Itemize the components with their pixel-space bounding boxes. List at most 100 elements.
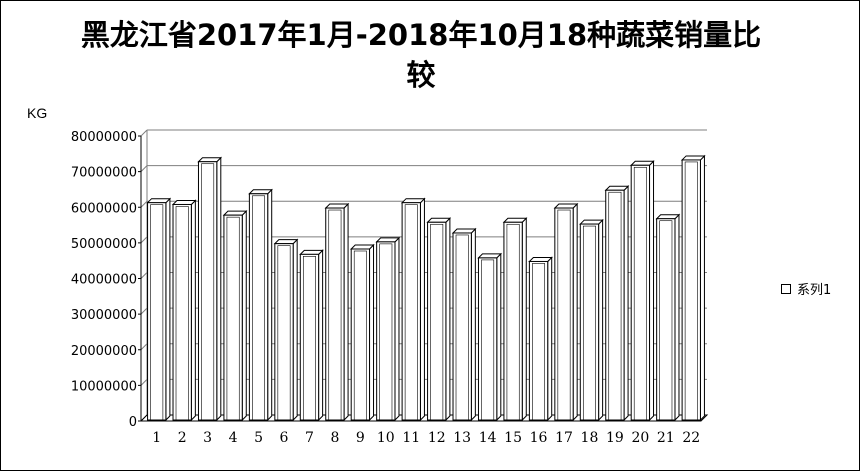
bar-top	[299, 249, 324, 255]
legend: 系列1	[781, 279, 831, 298]
bar-inner	[328, 209, 342, 421]
bar-top	[451, 228, 477, 234]
bar-inner	[404, 204, 418, 421]
bar-top	[146, 198, 172, 204]
bar-side	[318, 249, 324, 422]
bar-inner	[226, 216, 240, 421]
bar-side	[572, 202, 578, 422]
bar-top	[400, 198, 426, 204]
y-tick-label: 20000000	[71, 344, 137, 359]
bar-side	[699, 154, 705, 422]
x-tick-label: 5	[254, 430, 263, 446]
bar-inner	[532, 263, 546, 421]
bar-top	[579, 219, 604, 225]
bar-top	[502, 217, 528, 223]
bar-inner	[506, 223, 520, 421]
y-tick-label: 60000000	[71, 201, 137, 216]
bar-side	[598, 218, 604, 422]
bar-inner	[608, 191, 622, 421]
bar-side	[547, 256, 553, 422]
x-tick-label: 15	[504, 430, 522, 446]
bar-side	[165, 197, 171, 422]
y-tick-label: 40000000	[71, 273, 137, 288]
bar-side	[445, 217, 451, 422]
bar-top	[222, 210, 248, 216]
bar-side	[343, 202, 349, 422]
bar-top	[349, 244, 375, 250]
y-axis-label: KG	[27, 105, 48, 121]
bar-inner	[175, 206, 189, 421]
bar-inner	[150, 204, 164, 421]
bar-inner	[633, 166, 647, 421]
gridline-side	[140, 129, 148, 137]
bar-side	[241, 209, 247, 422]
bar-side	[267, 188, 273, 422]
bar-top	[324, 203, 350, 209]
bar-side	[623, 185, 629, 422]
x-tick-label: 7	[305, 430, 314, 446]
gridline-side	[140, 307, 148, 315]
gridline-side	[140, 272, 148, 279]
x-tick-label: 18	[581, 430, 599, 446]
bar-top	[528, 256, 553, 262]
bar-top	[273, 239, 299, 245]
x-tick-label: 19	[606, 430, 624, 446]
bar-inner	[430, 223, 444, 421]
bar-top	[477, 253, 503, 259]
x-tick-label: 12	[428, 430, 446, 446]
bar-side	[521, 217, 527, 422]
bar-top	[426, 217, 452, 223]
bar-top	[655, 214, 681, 220]
y-tick-label: 50000000	[71, 237, 137, 252]
bar-top	[375, 237, 401, 243]
bar-top	[248, 189, 273, 195]
bar-inner	[557, 209, 571, 421]
x-tick-label: 2	[178, 430, 187, 446]
x-tick-label: 9	[356, 430, 365, 446]
x-tick-label: 17	[555, 430, 573, 446]
x-tick-label: 3	[203, 430, 212, 446]
x-tick-label: 13	[453, 430, 471, 446]
legend-label: 系列1	[797, 283, 832, 298]
bar-side	[649, 160, 655, 422]
gridline-side	[140, 343, 148, 351]
bar-inner	[277, 245, 291, 421]
bar-top	[171, 199, 197, 205]
bar-inner	[481, 259, 495, 421]
gridline-side	[140, 165, 148, 172]
x-tick-label: 21	[657, 430, 675, 446]
y-tick-label: 80000000	[71, 130, 137, 145]
bar-side	[496, 252, 502, 422]
bar-inner	[684, 161, 698, 421]
chart-title: 黑龙江省2017年1月-2018年10月18种蔬菜销量比较	[80, 18, 762, 92]
bar-inner	[659, 220, 673, 421]
bar-side	[674, 213, 680, 422]
bar-inner	[379, 243, 393, 421]
x-tick-label: 11	[402, 430, 420, 446]
x-tick-label: 14	[479, 430, 497, 446]
y-tick-label: 30000000	[71, 308, 137, 323]
bar-side	[216, 156, 222, 422]
x-tick-label: 1	[152, 430, 161, 446]
bar-inner	[455, 234, 469, 421]
x-tick-label: 10	[377, 430, 395, 446]
bar-side	[292, 238, 298, 422]
gridline-side	[140, 200, 148, 208]
gridline-side	[140, 236, 148, 244]
bar-side	[419, 197, 425, 422]
y-tick-label: 10000000	[71, 379, 137, 394]
bar-side	[394, 236, 400, 422]
x-tick-label: 8	[330, 430, 339, 446]
bar-inner	[302, 256, 316, 421]
y-tick-label: 0	[129, 415, 137, 430]
x-tick-label: 16	[530, 430, 548, 446]
legend-swatch	[781, 283, 791, 294]
bar-inner	[201, 163, 215, 421]
bar-top	[197, 157, 223, 163]
gridline-side	[140, 379, 148, 386]
bar-side	[369, 243, 375, 422]
bar-top	[604, 185, 630, 191]
bar-side	[190, 199, 196, 422]
